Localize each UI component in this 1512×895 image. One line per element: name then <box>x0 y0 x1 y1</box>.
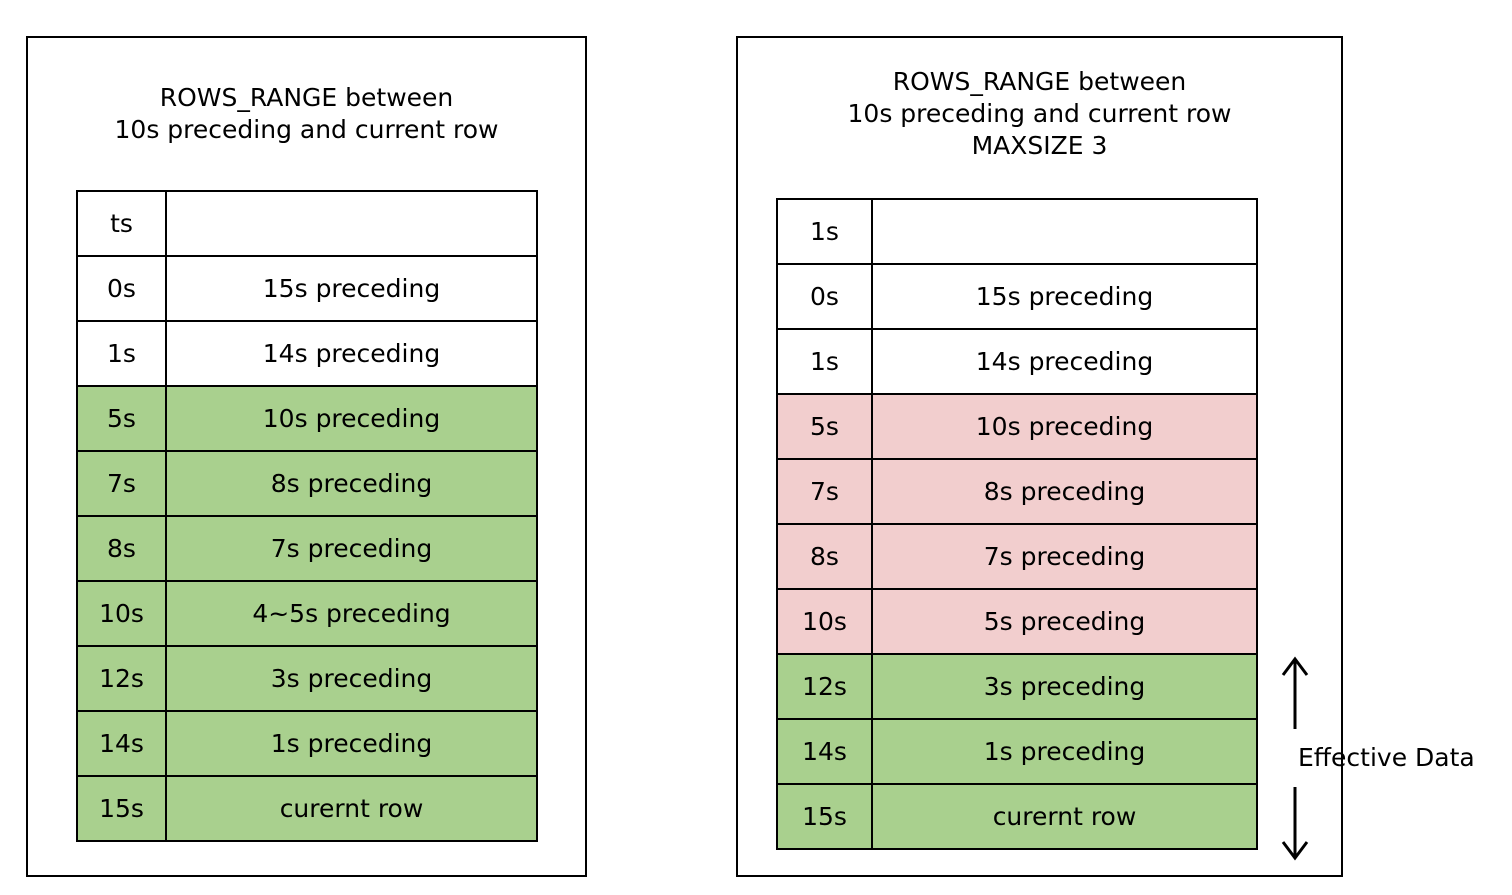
header-ts-cell: ts <box>76 190 167 257</box>
desc-cell: 15s preceding <box>165 255 538 322</box>
table-row: 0s 15s preceding <box>776 263 1258 330</box>
desc-cell: 15s preceding <box>871 263 1258 330</box>
table-row: 1s 14s preceding <box>776 328 1258 395</box>
header-desc-cell <box>165 190 538 257</box>
table-row: 14s 1s preceding <box>76 710 538 777</box>
left-window-panel: ROWS_RANGE between 10s preceding and cur… <box>26 36 587 877</box>
ts-cell: 10s <box>776 588 873 655</box>
ts-cell: 14s <box>776 718 873 785</box>
table-row: 5s 10s preceding <box>76 385 538 452</box>
table-row: 12s 3s preceding <box>76 645 538 712</box>
ts-cell: 8s <box>776 523 873 590</box>
table-row: 15s curernt row <box>776 783 1258 850</box>
desc-cell: 4~5s preceding <box>165 580 538 647</box>
desc-cell: 8s preceding <box>165 450 538 517</box>
table-row: 7s 8s preceding <box>776 458 1258 525</box>
ts-cell: 0s <box>76 255 167 322</box>
ts-cell: 1s <box>76 320 167 387</box>
ts-cell: 8s <box>76 515 167 582</box>
effective-data-arrow-icon <box>1281 656 1309 861</box>
desc-cell: 3s preceding <box>165 645 538 712</box>
left-panel-title: ROWS_RANGE between 10s preceding and cur… <box>28 82 585 146</box>
effective-data-label: Effective Data <box>1298 743 1475 772</box>
desc-cell: 14s preceding <box>165 320 538 387</box>
right-title-line1: ROWS_RANGE between <box>892 67 1187 96</box>
table-row: 0s 15s preceding <box>76 255 538 322</box>
desc-cell: 8s preceding <box>871 458 1258 525</box>
ts-cell: 14s <box>76 710 167 777</box>
table-row: 14s 1s preceding <box>776 718 1258 785</box>
arrow-down-head <box>1281 841 1309 861</box>
table-header-row: 1s <box>776 198 1258 265</box>
desc-cell: 1s preceding <box>871 718 1258 785</box>
left-window-table: ts 0s 15s preceding 1s 14s preceding 5s … <box>76 190 538 842</box>
table-row: 15s curernt row <box>76 775 538 842</box>
header-ts-cell: 1s <box>776 198 873 265</box>
table-row: 1s 14s preceding <box>76 320 538 387</box>
ts-cell: 1s <box>776 328 873 395</box>
ts-cell: 7s <box>76 450 167 517</box>
ts-cell: 10s <box>76 580 167 647</box>
table-row: 10s 4~5s preceding <box>76 580 538 647</box>
table-row: 7s 8s preceding <box>76 450 538 517</box>
ts-cell: 5s <box>776 393 873 460</box>
desc-cell: 10s preceding <box>871 393 1258 460</box>
left-title-line1: ROWS_RANGE between <box>159 83 454 112</box>
right-title-line3: MAXSIZE 3 <box>971 131 1108 160</box>
desc-cell: 1s preceding <box>165 710 538 777</box>
header-desc-cell <box>871 198 1258 265</box>
desc-cell: curernt row <box>871 783 1258 850</box>
desc-cell: 3s preceding <box>871 653 1258 720</box>
right-title-line2: 10s preceding and current row <box>847 99 1232 128</box>
ts-cell: 12s <box>76 645 167 712</box>
right-panel-title: ROWS_RANGE between 10s preceding and cur… <box>738 66 1341 162</box>
left-title-line2: 10s preceding and current row <box>114 115 499 144</box>
desc-cell: 10s preceding <box>165 385 538 452</box>
ts-cell: 15s <box>76 775 167 842</box>
table-row: 5s 10s preceding <box>776 393 1258 460</box>
desc-cell: curernt row <box>165 775 538 842</box>
table-row: 10s 5s preceding <box>776 588 1258 655</box>
ts-cell: 0s <box>776 263 873 330</box>
ts-cell: 12s <box>776 653 873 720</box>
ts-cell: 5s <box>76 385 167 452</box>
desc-cell: 7s preceding <box>165 515 538 582</box>
arrow-up-head <box>1281 656 1309 676</box>
ts-cell: 7s <box>776 458 873 525</box>
ts-cell: 15s <box>776 783 873 850</box>
right-window-table: 1s 0s 15s preceding 1s 14s preceding 5s … <box>776 198 1258 850</box>
right-window-panel: ROWS_RANGE between 10s preceding and cur… <box>736 36 1343 877</box>
desc-cell: 5s preceding <box>871 588 1258 655</box>
table-row: 8s 7s preceding <box>776 523 1258 590</box>
desc-cell: 7s preceding <box>871 523 1258 590</box>
table-row: 8s 7s preceding <box>76 515 538 582</box>
desc-cell: 14s preceding <box>871 328 1258 395</box>
table-header-row: ts <box>76 190 538 257</box>
table-row: 12s 3s preceding <box>776 653 1258 720</box>
